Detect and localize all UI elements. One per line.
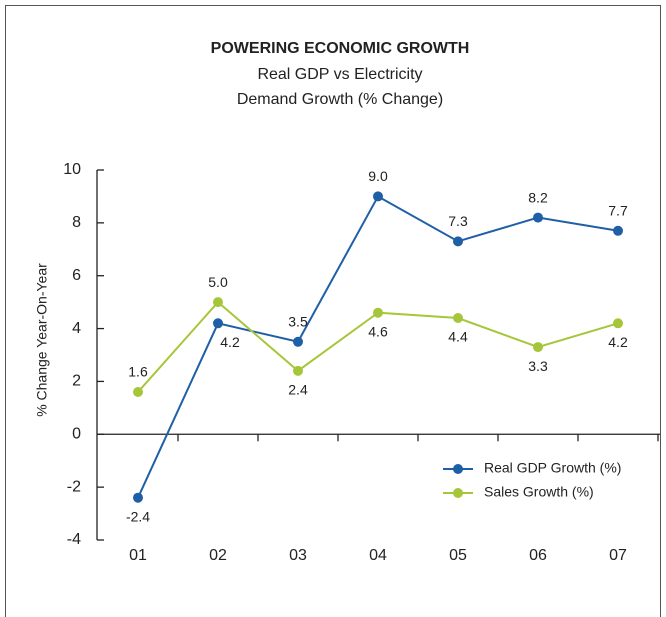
data-label: 4.4	[448, 329, 468, 345]
point	[613, 225, 623, 236]
y-tick-label: 0	[72, 426, 81, 443]
point	[293, 336, 303, 347]
legend-label: Real GDP Growth (%)	[484, 460, 621, 476]
legend-label: Sales Growth (%)	[484, 484, 594, 500]
y-tick-label: 6	[72, 267, 81, 284]
chart-subtitle: Demand Growth (% Change)	[237, 91, 443, 108]
legend-marker	[453, 464, 463, 474]
point	[533, 212, 543, 223]
data-label: 1.6	[128, 364, 148, 380]
x-tick-label: 05	[449, 547, 467, 564]
data-label: -2.4	[126, 508, 150, 524]
x-tick-label: 01	[129, 547, 147, 564]
point	[373, 307, 383, 318]
x-tick-label: 07	[609, 547, 627, 564]
point	[453, 313, 463, 323]
data-label: 4.2	[220, 334, 240, 350]
x-tick-label: 04	[369, 547, 387, 564]
point	[533, 342, 543, 353]
data-label: 7.7	[608, 202, 628, 218]
y-axis-title: % Change Year-On-Year	[34, 263, 50, 417]
point	[373, 191, 383, 202]
point	[133, 492, 143, 503]
point	[453, 236, 463, 247]
data-label: 3.5	[288, 313, 308, 329]
y-tick-label: 10	[63, 161, 81, 178]
y-tick-label: -4	[67, 531, 81, 548]
y-tick-label: -2	[67, 478, 81, 495]
point	[613, 318, 623, 329]
frame	[5, 5, 661, 617]
chart-subtitle: Real GDP vs Electricity	[257, 66, 422, 83]
x-tick-label: 02	[209, 547, 227, 564]
data-label: 9.0	[368, 168, 388, 184]
chart-title: POWERING ECONOMIC GROWTH	[211, 40, 470, 57]
data-label: 5.0	[208, 274, 228, 290]
data-label: 3.3	[528, 358, 548, 374]
x-tick-label: 06	[529, 547, 547, 564]
y-tick-label: 8	[72, 214, 81, 231]
y-tick-label: 2	[72, 373, 81, 390]
data-label: 8.2	[528, 189, 548, 205]
point	[293, 365, 303, 376]
point	[213, 297, 223, 308]
point	[133, 387, 143, 397]
data-label: 2.4	[288, 382, 308, 398]
y-tick-label: 4	[72, 320, 81, 337]
point	[213, 318, 223, 329]
legend-marker	[453, 488, 463, 498]
data-label: 4.2	[608, 334, 628, 350]
data-label: 4.6	[368, 323, 388, 339]
line	[137, 195, 619, 499]
x-tick-label: 03	[289, 547, 307, 564]
data-label: 7.3	[448, 213, 468, 229]
